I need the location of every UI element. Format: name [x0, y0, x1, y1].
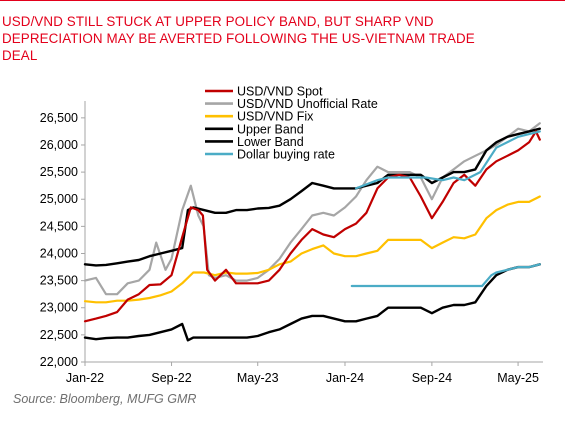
title-line-3: DEAL: [2, 47, 38, 63]
title-rule: [0, 0, 565, 1]
series-line-usd-vnd-fix: [83, 195, 541, 304]
series-line-upper-band: [83, 127, 541, 267]
y-tick-label: 26,500: [40, 111, 78, 125]
series-line-lower-band: [83, 263, 541, 342]
y-tick-label: 22,000: [40, 355, 78, 369]
series-line-dollar-buying-rate-upper: [354, 130, 541, 190]
x-tick-label: Sep-24: [412, 371, 452, 385]
x-tick-label: May-25: [497, 371, 539, 385]
y-tick-label: 24,500: [40, 219, 78, 233]
x-tick-label: Jan-24: [326, 371, 364, 385]
series-line-dollar-buying-rate: [350, 263, 541, 288]
x-tick-label: May-23: [237, 371, 279, 385]
legend-label: USD/VND Spot: [237, 85, 323, 99]
legend-label: Dollar buying rate: [237, 148, 335, 162]
series-line-usd-vnd-spot: [83, 130, 541, 323]
legend-label: Upper Band: [237, 122, 304, 136]
y-tick-label: 24,000: [40, 246, 78, 260]
y-tick-label: 23,000: [40, 301, 78, 315]
title-line-1: USD/VND STILL STUCK AT UPPER POLICY BAND…: [2, 14, 434, 29]
y-tick-label: 25,000: [40, 192, 78, 206]
x-tick-label: Sep-22: [151, 371, 191, 385]
x-tick-label: Jan-22: [66, 371, 104, 385]
y-tick-label: 22,500: [40, 328, 78, 342]
chart-title: USD/VND STILL STUCK AT UPPER POLICY BAND…: [2, 14, 558, 64]
source-note: Source: Bloomberg, MUFG GMR: [13, 392, 197, 406]
series-line-usd-vnd-unofficial-rate: [83, 122, 541, 296]
legend-label: USD/VND Fix: [237, 110, 314, 124]
legend-label: USD/VND Unofficial Rate: [237, 97, 378, 111]
y-tick-label: 25,500: [40, 165, 78, 179]
y-tick-label: 26,000: [40, 138, 78, 152]
title-line-2: DEPRECIATION MAY BE AVERTED FOLLOWING TH…: [2, 30, 475, 46]
y-tick-label: 23,500: [40, 274, 78, 288]
legend-label: Lower Band: [237, 135, 304, 149]
